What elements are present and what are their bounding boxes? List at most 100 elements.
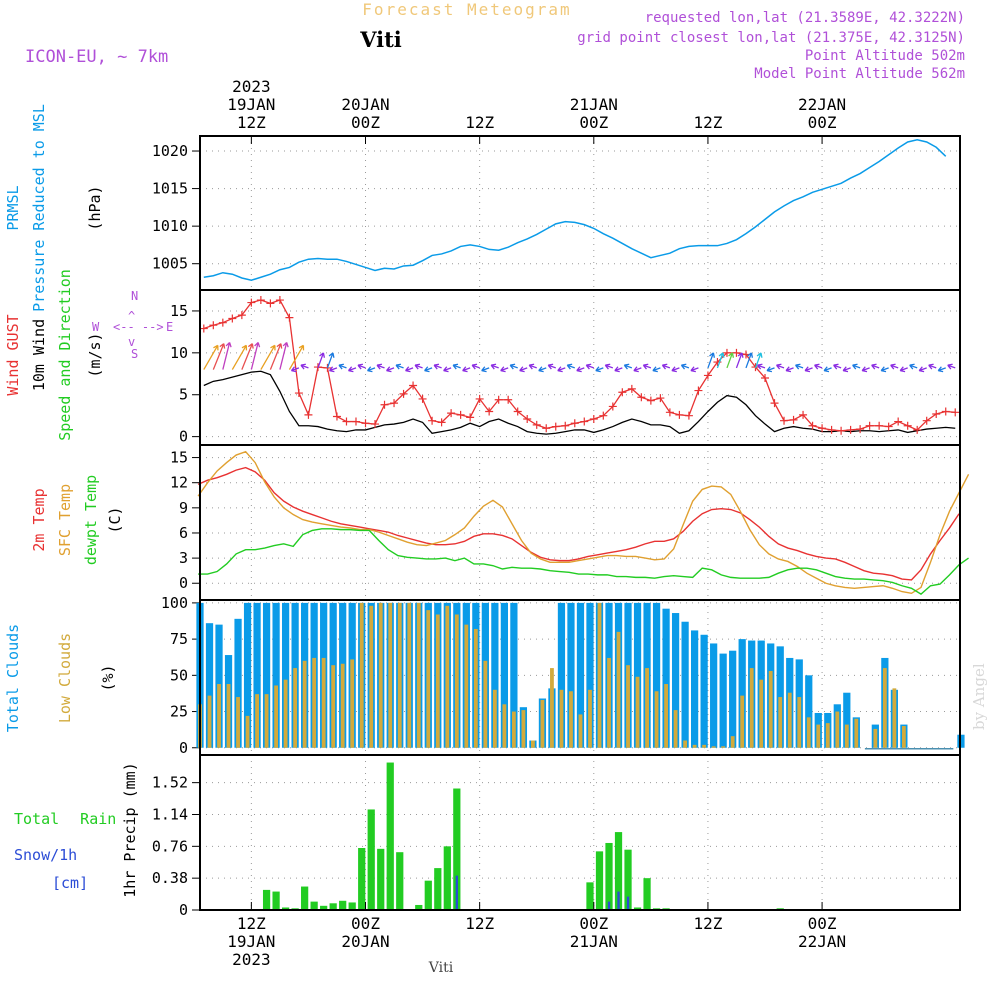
wind-direction-arrow: [338, 363, 347, 370]
low-cloud-bar: [569, 691, 573, 748]
low-cloud-bar: [321, 657, 326, 748]
low-cloud-bar: [511, 711, 516, 748]
wind-direction-arrow: [804, 366, 813, 373]
wind-gust-marker: [846, 425, 855, 434]
panel4-ytick-label: 0: [179, 739, 188, 757]
total-cloud-bar: [205, 623, 214, 748]
bottom-axis-label: 21JAN: [570, 932, 618, 951]
wind-gust-marker: [332, 412, 341, 421]
wind-gust-marker: [837, 426, 846, 435]
rain-bar: [310, 901, 318, 910]
wind-gust-line: [203, 299, 956, 432]
wind-direction-arrow: [833, 363, 842, 370]
svg-text:<-- -->: <-- -->: [113, 320, 164, 334]
wind-gust-marker: [342, 417, 351, 426]
snow-bar: [607, 901, 611, 910]
panel5-label-0: Total Rain: [14, 810, 116, 828]
footer-location: Viti: [428, 960, 454, 976]
low-cloud-bar: [740, 695, 745, 748]
low-cloud-bar: [825, 723, 830, 748]
bottom-axis-label: 00Z: [579, 914, 608, 933]
panel1-ytick-label: 1020: [152, 142, 188, 160]
wind-direction-arrow: [566, 363, 575, 370]
wind-gust-marker: [294, 389, 303, 398]
wind-direction-arrow: [386, 366, 395, 373]
wind-gust-marker: [228, 314, 237, 323]
panel2-label-1: 10m Wind: [30, 319, 48, 391]
wind-direction-arrow: [871, 363, 880, 370]
rain-bar: [386, 762, 394, 910]
top-axis-label: 00Z: [579, 113, 608, 132]
panel1-label-2: (hPa): [86, 185, 104, 230]
wind-direction-arrow: [852, 363, 861, 370]
wind-gust-marker: [418, 394, 427, 403]
wind-direction-arrow: [814, 363, 823, 370]
top-axis-label: 19JAN: [227, 95, 275, 114]
svg-text:S: S: [131, 347, 138, 361]
panel1-ytick-label: 1015: [152, 180, 188, 198]
low-cloud-bar: [835, 711, 840, 748]
wind-gust-marker: [485, 407, 494, 416]
svg-text:E: E: [166, 320, 173, 334]
low-cloud-bar: [711, 746, 716, 748]
low-cloud-bar: [483, 660, 488, 748]
snow-bar: [626, 896, 630, 910]
wind-direction-arrow: [290, 366, 300, 373]
top-axis-label: 12Z: [693, 113, 722, 132]
wind-direction-arrow: [909, 363, 918, 370]
wind-gust-marker: [951, 408, 960, 417]
wind-direction-arrow: [366, 366, 376, 373]
watermark: by Angel: [970, 663, 988, 730]
rain-bar: [348, 902, 356, 910]
wind-direction-arrow: [250, 341, 261, 370]
low-cloud-bar: [454, 614, 459, 748]
wind-direction-arrow: [395, 363, 404, 370]
requested-coords: requested lon,lat (21.3589E, 42.3222N): [645, 10, 965, 26]
compass-icon: N S W E <-- --> ^ v: [92, 289, 173, 361]
wind-direction-arrow: [326, 352, 335, 369]
low-cloud-bar: [730, 736, 735, 748]
wind-gust-marker: [665, 408, 674, 417]
wind-direction-arrow: [317, 352, 326, 369]
wind-direction-arrow: [756, 363, 766, 370]
wind-gust-marker: [542, 424, 551, 433]
wind-direction-arrow: [357, 363, 366, 370]
wind-gust-marker: [656, 394, 665, 403]
temp-2m-line: [197, 466, 960, 581]
wind-direction-arrow: [735, 352, 744, 369]
panel3-ytick-label: 0: [179, 574, 188, 592]
panel2-ytick-label: 0: [179, 428, 188, 446]
total-cloud-bar: [491, 602, 499, 748]
wind-direction-arrow: [745, 352, 754, 369]
panel5-ytick-label: 0: [179, 901, 188, 919]
rain-bar: [624, 849, 632, 910]
wind-direction-arrow: [947, 363, 956, 370]
panel3-label-2: dewpt Temp: [82, 475, 100, 565]
wind-gust-marker: [504, 395, 513, 404]
total-cloud-bar: [805, 675, 813, 748]
wind-direction-arrow: [595, 366, 604, 373]
rain-bar: [329, 903, 337, 910]
low-cloud-bar: [369, 605, 374, 748]
low-cloud-bar: [683, 740, 688, 748]
total-cloud-bar: [586, 602, 594, 748]
wind-gust-marker: [285, 313, 294, 322]
wind-gust-marker: [523, 415, 532, 424]
low-cloud-bar: [407, 602, 412, 748]
wind-direction-arrow: [433, 363, 442, 370]
low-cloud-bar: [578, 714, 583, 748]
low-cloud-bar: [435, 614, 440, 748]
low-cloud-bar: [787, 692, 792, 748]
rain-bar: [415, 904, 423, 910]
wind-direction-arrow: [509, 363, 518, 370]
rain-bar: [434, 868, 442, 910]
wind-direction-arrow: [690, 366, 699, 373]
wind-direction-arrow: [623, 363, 633, 370]
wind-direction-arrow: [633, 366, 642, 373]
top-axis-label: 00Z: [808, 113, 837, 132]
svg-text:W: W: [92, 320, 100, 334]
wind-gust-marker: [580, 417, 589, 426]
total-cloud-bar: [281, 602, 290, 748]
low-cloud-bar: [378, 602, 383, 748]
